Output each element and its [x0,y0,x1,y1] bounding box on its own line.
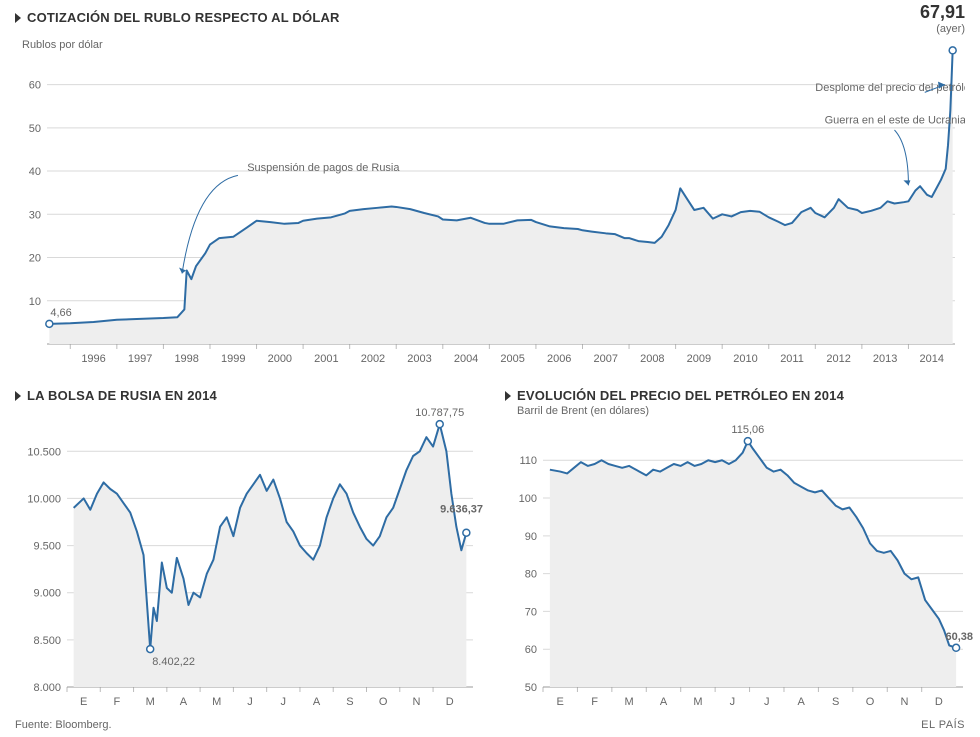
svg-text:S: S [346,696,353,708]
svg-text:N: N [412,696,420,708]
svg-text:M: M [212,696,221,708]
svg-text:110: 110 [519,455,537,467]
svg-text:F: F [591,696,598,708]
svg-text:60,38: 60,38 [945,631,973,643]
svg-text:E: E [80,696,87,708]
svg-text:4,66: 4,66 [50,307,71,319]
svg-text:1996: 1996 [81,353,105,365]
svg-text:Guerra en el este de Ucrania: Guerra en el este de Ucrania [825,115,965,127]
svg-text:S: S [832,696,839,708]
svg-text:2014: 2014 [919,353,943,365]
svg-text:115,06: 115,06 [731,424,764,436]
svg-text:8.000: 8.000 [33,682,61,694]
svg-text:D: D [446,696,454,708]
stock-chart-svg: 8.000 8.500 9.000 9.500 10.000 10.500 E F M A M J J A… [15,405,485,715]
svg-text:9.636,37: 9.636,37 [440,504,483,516]
title-arrow-icon [505,391,511,401]
svg-text:1997: 1997 [128,353,152,365]
footer-source: Fuente: Bloomberg. [15,719,112,731]
svg-text:60: 60 [525,644,537,656]
title-arrow-icon [15,391,21,401]
svg-text:8.402,22: 8.402,22 [152,656,195,668]
svg-text:A: A [313,696,321,708]
stock-chart-title-row: LA BOLSA DE RUSIA EN 2014 [15,388,217,403]
svg-text:70: 70 [525,606,537,618]
oil-chart-title: EVOLUCIÓN DEL PRECIO DEL PETRÓLEO EN 201… [517,388,844,403]
svg-text:10: 10 [29,296,41,308]
svg-text:2004: 2004 [454,353,478,365]
svg-text:1998: 1998 [174,353,198,365]
svg-text:8.500: 8.500 [33,635,61,647]
svg-text:J: J [247,696,253,708]
svg-text:O: O [379,696,388,708]
main-end-value: 67,91 (ayer) [920,2,965,35]
main-chart-title: COTIZACIÓN DEL RUBLO RESPECTO AL DÓLAR [27,10,340,25]
svg-text:2013: 2013 [873,353,897,365]
main-chart-svg: 10 20 30 40 50 60 1996 1997 1998 1999 2000 2001 2002… [15,32,965,372]
svg-text:A: A [180,696,188,708]
stock-chart-title: LA BOLSA DE RUSIA EN 2014 [27,388,217,403]
svg-text:1999: 1999 [221,353,245,365]
svg-text:2008: 2008 [640,353,664,365]
svg-text:A: A [660,696,668,708]
svg-text:O: O [866,696,875,708]
svg-text:10.787,75: 10.787,75 [415,407,464,419]
svg-text:80: 80 [525,569,537,581]
svg-text:9.500: 9.500 [33,541,61,553]
main-chart-container: COTIZACIÓN DEL RUBLO RESPECTO AL DÓLAR [15,10,965,25]
svg-text:A: A [798,696,806,708]
svg-text:10.000: 10.000 [27,493,61,505]
svg-text:2006: 2006 [547,353,571,365]
svg-text:2005: 2005 [500,353,524,365]
svg-text:20: 20 [29,253,41,265]
oil-chart-svg: 50 60 70 80 90 100 110 E F M A M J J A S O N D 115,06 60,38 [505,405,975,715]
svg-text:50: 50 [525,682,537,694]
svg-text:J: J [281,696,287,708]
main-end-number: 67,91 [920,2,965,23]
svg-text:100: 100 [519,493,537,505]
footer: Fuente: Bloomberg. EL PAÍS [15,719,965,731]
svg-text:30: 30 [29,209,41,221]
svg-text:E: E [557,696,564,708]
svg-text:2002: 2002 [361,353,385,365]
svg-text:J: J [730,696,736,708]
footer-brand: EL PAÍS [921,719,965,731]
oil-chart-title-row: EVOLUCIÓN DEL PRECIO DEL PETRÓLEO EN 201… [505,388,844,403]
svg-text:J: J [764,696,770,708]
svg-text:2012: 2012 [826,353,850,365]
svg-text:2010: 2010 [733,353,757,365]
svg-text:50: 50 [29,123,41,135]
svg-text:10.500: 10.500 [27,446,61,458]
svg-text:D: D [935,696,943,708]
svg-text:N: N [900,696,908,708]
svg-text:M: M [146,696,155,708]
svg-text:Suspensión de pagos de Rusia: Suspensión de pagos de Rusia [247,162,400,174]
svg-text:Rublos por dólar: Rublos por dólar [22,39,103,51]
svg-text:9.000: 9.000 [33,588,61,600]
svg-text:F: F [114,696,121,708]
svg-text:60: 60 [29,80,41,92]
main-chart-title-row: COTIZACIÓN DEL RUBLO RESPECTO AL DÓLAR [15,10,965,25]
svg-text:M: M [624,696,633,708]
svg-text:2009: 2009 [687,353,711,365]
svg-text:2003: 2003 [407,353,431,365]
svg-text:40: 40 [29,166,41,178]
svg-text:90: 90 [525,531,537,543]
svg-text:2011: 2011 [780,353,804,365]
svg-text:M: M [693,696,702,708]
svg-text:2001: 2001 [314,353,338,365]
svg-text:2000: 2000 [268,353,292,365]
svg-text:2007: 2007 [594,353,618,365]
title-arrow-icon [15,13,21,23]
